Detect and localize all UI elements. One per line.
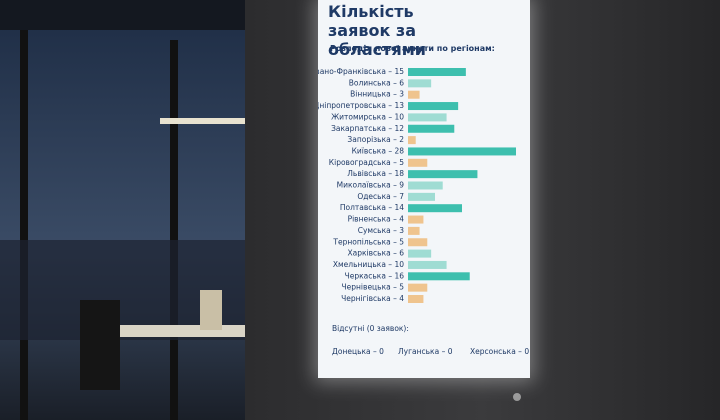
bar [408, 170, 478, 179]
category-label: Дніпропетровська – 13 [318, 101, 404, 110]
category-label: Чернігівська – 4 [341, 294, 404, 303]
bar [408, 158, 428, 167]
bar [408, 113, 447, 122]
ceiling-light [160, 118, 245, 124]
category-label: Сумська – 3 [358, 226, 405, 235]
chair [80, 300, 120, 390]
category-label: Хмельницька – 10 [333, 260, 404, 269]
window-frame [20, 30, 28, 420]
category-label: Рівненська – 4 [348, 215, 405, 224]
screw [513, 393, 521, 401]
bar [408, 295, 424, 303]
bar [408, 226, 420, 235]
category-label: Кіровоградська – 5 [329, 158, 404, 167]
category-label: Вінницька – 3 [350, 90, 404, 99]
missing-item: Луганська – 0 [398, 347, 453, 356]
bar [408, 90, 420, 99]
bar [408, 79, 432, 88]
category-label: Тернопільська – 5 [332, 237, 404, 246]
window-frame [170, 40, 178, 420]
bar [408, 260, 447, 269]
bar [408, 124, 455, 133]
bar [408, 68, 466, 76]
ceiling [0, 0, 250, 30]
bar [408, 102, 459, 111]
category-label: Київська – 28 [352, 146, 405, 155]
plant-pot [200, 290, 222, 330]
bar [408, 238, 428, 247]
category-label: Житомирська – 10 [331, 112, 404, 121]
desk [100, 325, 245, 337]
chart-subtitle: Розподіл нової анкети по регіонам: [330, 44, 495, 53]
missing-item: Херсонська – 0 [470, 347, 529, 356]
bar [408, 249, 432, 258]
chart: Івано-Франківська – 15 Волинська – 6 Вінни… [318, 67, 529, 356]
chart-title: Кількість заявок за областями [328, 2, 426, 59]
category-label: Полтавська – 14 [340, 203, 404, 212]
bar [408, 283, 428, 292]
poster: Кількість заявок за областями Розподіл н… [318, 0, 530, 378]
category-label: Львівська – 18 [347, 169, 404, 178]
window [0, 0, 250, 420]
missing-item: Донецька – 0 [332, 347, 384, 356]
category-label: Черкаська – 16 [345, 271, 405, 280]
bar [408, 192, 435, 201]
bar [408, 215, 424, 224]
category-label: Одеська – 7 [357, 192, 404, 201]
category-label: Запорізька – 2 [347, 135, 404, 144]
bar [408, 272, 470, 281]
category-label: Івано-Франківська – 15 [318, 67, 404, 76]
bar [408, 181, 443, 190]
bar [408, 204, 462, 213]
category-label: Закарпатська – 12 [331, 124, 404, 133]
bar [408, 136, 416, 145]
category-label: Харківська – 6 [348, 249, 405, 258]
category-label: Волинська – 6 [349, 78, 404, 87]
missing-title: Відсутні (0 заявок): [332, 324, 409, 333]
bar [408, 147, 516, 156]
category-label: Миколаївська – 9 [337, 181, 405, 190]
category-label: Чернівецька – 5 [342, 283, 405, 292]
